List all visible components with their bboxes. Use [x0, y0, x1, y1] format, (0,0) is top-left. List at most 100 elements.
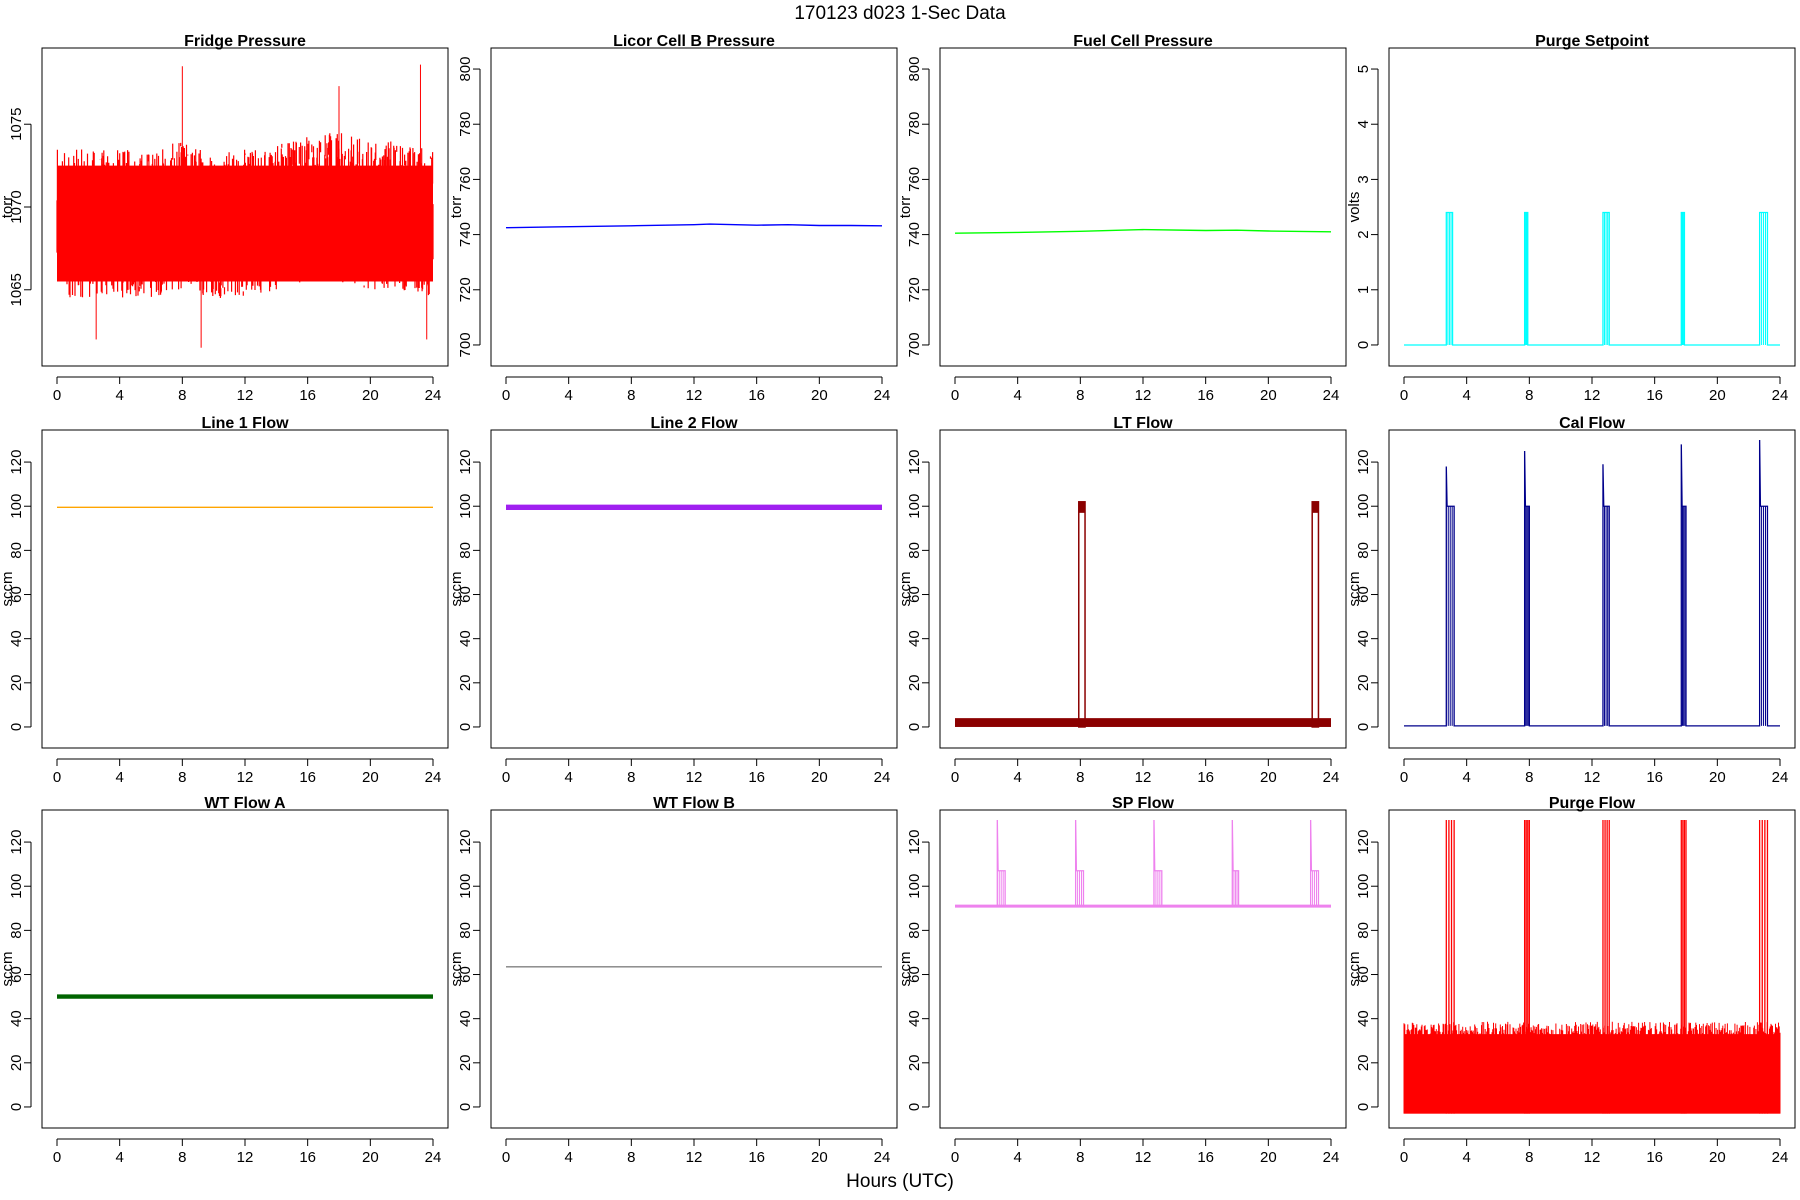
x-axis: 0 4 8 12 16 20 24	[951, 758, 1339, 786]
y-tick-label: 1070	[8, 190, 25, 223]
y-axis-label: volts	[1346, 192, 1363, 223]
y-tick-label: 40	[8, 630, 25, 647]
series-4	[1404, 211, 1780, 346]
y-tick-label: 60	[1355, 586, 1372, 603]
series-3	[954, 228, 1332, 234]
data-pulse	[1311, 501, 1320, 728]
x-tick-label: 16	[1197, 387, 1214, 404]
y-tick-label: 760	[906, 167, 923, 192]
panel-title: Cal Flow	[1559, 415, 1625, 432]
plot-frame	[1388, 809, 1796, 1129]
y-tick-label: 100	[1355, 494, 1372, 519]
y-axis-label: sccm	[897, 572, 914, 607]
x-tick-label: 12	[1135, 387, 1152, 404]
x-axis: 0 4 8 12 16 20 24	[951, 1138, 1339, 1166]
x-tick-label: 12	[1584, 1149, 1601, 1166]
y-tick-label: 20	[8, 1054, 25, 1071]
y-tick-label: 80	[457, 542, 474, 559]
x-axis: 0 4 8 12 16 20 24	[951, 376, 1340, 404]
y-tick-label: 80	[906, 542, 923, 559]
y-tick-label: 60	[906, 966, 923, 983]
series-7	[955, 501, 1331, 728]
x-tick-label: 4	[1013, 387, 1021, 404]
series-8	[1404, 439, 1780, 727]
y-tick-label: 0	[1355, 723, 1372, 731]
y-tick-label: 60	[1355, 966, 1372, 983]
y-tick-label: 120	[8, 830, 25, 855]
x-tick-label: 24	[874, 769, 891, 786]
y-tick-label: 60	[457, 586, 474, 603]
x-tick-label: 8	[627, 387, 635, 404]
x-tick-label: 24	[874, 1149, 891, 1166]
x-tick-label: 8	[1076, 387, 1084, 404]
y-tick-label: 740	[457, 222, 474, 247]
x-axis: 0 4 8 12 16 20 24	[1400, 758, 1788, 786]
y-tick-label: 1065	[8, 273, 25, 306]
x-tick-label: 16	[299, 1149, 316, 1166]
y-axis: 0 20 40 60 80 100 120	[457, 450, 481, 731]
x-tick-label: 8	[178, 387, 186, 404]
x-tick-label: 0	[1400, 769, 1408, 786]
data-line	[1404, 211, 1780, 346]
x-tick-label: 16	[1646, 769, 1663, 786]
y-tick-label: 120	[457, 450, 474, 475]
series-2	[505, 223, 883, 229]
y-tick-label: 40	[1355, 630, 1372, 647]
y-tick-label: 0	[8, 723, 25, 731]
data-pulse	[1078, 501, 1086, 728]
x-tick-label: 4	[1462, 387, 1470, 404]
panel-title: Fuel Cell Pressure	[1073, 33, 1213, 50]
y-tick-label: 0	[1355, 341, 1372, 349]
y-tick-label: 120	[906, 830, 923, 855]
x-axis: 0 4 8 12 16 20 24	[1400, 1138, 1789, 1166]
x-tick-label: 16	[748, 387, 765, 404]
plot-frame	[1388, 429, 1796, 749]
x-tick-label: 0	[502, 1149, 510, 1166]
x-tick-label: 12	[686, 1149, 703, 1166]
x-axis: 0 4 8 12 16 20 24	[502, 376, 890, 404]
x-tick-label: 20	[1709, 769, 1726, 786]
y-tick-label: 80	[8, 542, 25, 559]
y-tick-label: 0	[906, 1103, 923, 1111]
x-tick-label: 12	[1135, 769, 1152, 786]
x-tick-label: 20	[1260, 1149, 1277, 1166]
plot-frame	[490, 429, 898, 749]
panel-7: LT Flow sccm 0 4 8 12 16 20 24 0 20 40 60 80 100 120	[897, 415, 1347, 786]
x-tick-label: 16	[1646, 387, 1663, 404]
x-tick-label: 24	[425, 1149, 442, 1166]
data-pulse-top	[1078, 501, 1086, 513]
x-tick-label: 0	[53, 769, 61, 786]
y-tick-label: 60	[906, 586, 923, 603]
x-tick-label: 20	[362, 387, 379, 404]
x-tick-label: 20	[362, 769, 379, 786]
x-tick-label: 0	[951, 769, 959, 786]
y-tick-label: 700	[457, 332, 474, 357]
x-tick-label: 8	[627, 1149, 635, 1166]
plot-frame	[41, 429, 449, 749]
data-line	[954, 228, 1332, 234]
y-tick-label: 100	[457, 874, 474, 899]
y-tick-label: 60	[8, 966, 25, 983]
panel-6: Line 2 Flow sccm 0 4 8 12 16 20 24 0 20 40 60 80 100 12…	[448, 415, 898, 786]
x-axis: 0 4 8 12 16 20 24	[502, 758, 891, 786]
y-tick-label: 800	[906, 57, 923, 82]
y-axis-label: torr	[448, 196, 465, 219]
panel-title: Line 1 Flow	[201, 415, 289, 432]
plot-frame	[1388, 47, 1796, 367]
x-tick-label: 12	[1584, 387, 1601, 404]
y-tick-label: 40	[906, 1010, 923, 1027]
x-tick-label: 20	[811, 769, 828, 786]
y-tick-label: 100	[8, 874, 25, 899]
y-tick-label: 2	[1355, 230, 1372, 238]
x-tick-label: 24	[1772, 1149, 1789, 1166]
y-tick-label: 40	[1355, 1010, 1372, 1027]
panel-8: Cal Flow sccm 0 4 8 12 16 20 24 0 20 40 60 80 100 120	[1346, 415, 1796, 786]
y-tick-label: 0	[457, 1103, 474, 1111]
x-tick-label: 24	[1323, 387, 1340, 404]
y-tick-label: 60	[457, 966, 474, 983]
panel-title: WT Flow B	[653, 795, 735, 812]
